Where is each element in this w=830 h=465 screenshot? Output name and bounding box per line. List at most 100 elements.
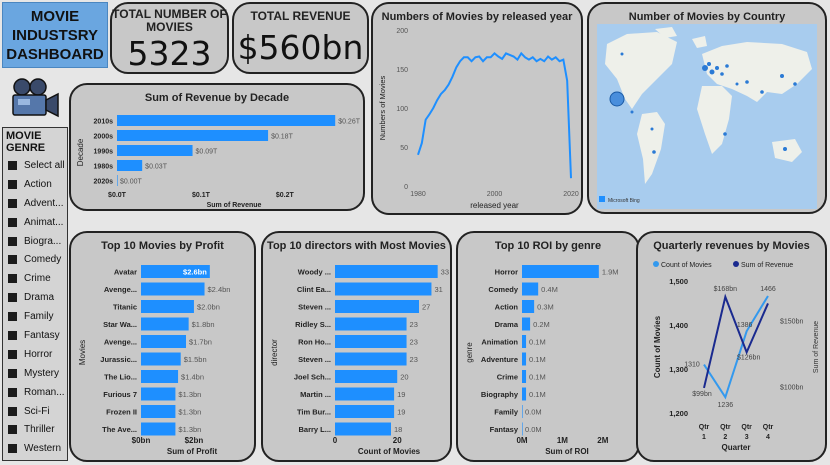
bar[interactable]: [117, 115, 336, 126]
bar[interactable]: [522, 405, 523, 418]
genre-option[interactable]: Biogra...: [3, 232, 67, 251]
map-bubble[interactable]: [720, 72, 724, 76]
genre-option[interactable]: Drama: [3, 288, 67, 307]
bar[interactable]: [522, 265, 599, 278]
series-line[interactable]: [417, 51, 572, 179]
map-bubble[interactable]: [707, 62, 711, 66]
genre-option[interactable]: Roman...: [3, 383, 67, 402]
data-label: $0.18T: [271, 134, 294, 141]
map-bubble[interactable]: [630, 110, 634, 114]
checkbox-icon[interactable]: [8, 387, 17, 397]
bar[interactable]: [335, 352, 407, 366]
bar[interactable]: [141, 335, 186, 348]
bar[interactable]: [141, 387, 176, 401]
bar[interactable]: [522, 352, 527, 366]
category-label: Steven ...: [298, 303, 331, 312]
map-bubble[interactable]: [735, 82, 739, 86]
bar[interactable]: [141, 300, 194, 313]
map-bubble[interactable]: [715, 66, 719, 70]
map-bubble[interactable]: [709, 69, 715, 75]
bar[interactable]: [522, 387, 527, 401]
checkbox-icon[interactable]: [8, 330, 17, 340]
series-line-revenue[interactable]: [703, 293, 769, 389]
checkbox-icon[interactable]: [8, 274, 17, 284]
map-bubble[interactable]: [723, 132, 727, 136]
genre-option[interactable]: Thriller: [3, 420, 67, 439]
bar[interactable]: [522, 282, 539, 296]
checkbox-icon[interactable]: [8, 406, 17, 416]
y2-tick-label: $100bn: [780, 385, 803, 392]
genre-option[interactable]: Mystery: [3, 364, 67, 383]
data-label: 1.9M: [602, 268, 619, 277]
checkbox-icon[interactable]: [8, 312, 17, 322]
genre-option[interactable]: Comedy: [3, 250, 67, 269]
genre-option[interactable]: Fantasy: [3, 326, 67, 345]
genre-option-label: Action: [24, 178, 52, 190]
checkbox-icon[interactable]: [8, 368, 17, 378]
series-line-count[interactable]: [703, 295, 769, 400]
checkbox-icon[interactable]: [8, 255, 17, 265]
world-map[interactable]: Microsoft Bing: [597, 24, 817, 209]
genre-option[interactable]: Animat...: [3, 213, 67, 232]
map-bubble[interactable]: [793, 82, 797, 86]
bar[interactable]: [141, 370, 179, 383]
checkbox-icon[interactable]: [8, 425, 17, 435]
bar[interactable]: [335, 317, 407, 331]
genre-option[interactable]: Action: [3, 175, 67, 194]
checkbox-icon[interactable]: [8, 179, 17, 189]
bar[interactable]: [522, 422, 523, 436]
genre-option[interactable]: Horror: [3, 345, 67, 364]
map-bubble-usa[interactable]: [609, 91, 625, 107]
bar[interactable]: [335, 405, 395, 418]
bar[interactable]: [141, 352, 181, 366]
map-bubble[interactable]: [650, 127, 654, 131]
genre-option[interactable]: Family: [3, 307, 67, 326]
bar[interactable]: [335, 265, 438, 278]
map-bubble[interactable]: [783, 147, 787, 151]
bar[interactable]: [335, 335, 407, 348]
bar[interactable]: [141, 422, 176, 436]
map-bubble[interactable]: [780, 74, 784, 78]
bar[interactable]: [335, 387, 395, 401]
bar[interactable]: [117, 130, 269, 141]
map-bubble[interactable]: [652, 150, 656, 154]
bar[interactable]: [522, 335, 527, 348]
checkbox-icon[interactable]: [8, 236, 17, 246]
bar[interactable]: [117, 175, 118, 186]
bar[interactable]: [522, 317, 531, 331]
map-bubble[interactable]: [745, 80, 749, 84]
bar[interactable]: [522, 370, 527, 383]
map-bubble[interactable]: [760, 90, 764, 94]
checkbox-icon[interactable]: [8, 349, 17, 359]
bar[interactable]: [335, 422, 391, 436]
bar[interactable]: [117, 160, 143, 171]
category-label: Avenge...: [104, 338, 137, 347]
genre-option[interactable]: Western: [3, 439, 67, 458]
y-tick-label: 200: [396, 28, 408, 35]
bar[interactable]: [335, 282, 432, 296]
bar[interactable]: [141, 317, 189, 331]
bar[interactable]: [141, 282, 205, 296]
y-axis-title: Decade: [76, 138, 85, 166]
genre-option[interactable]: Advent...: [3, 194, 67, 213]
checkbox-icon[interactable]: [8, 444, 17, 454]
genre-option[interactable]: Crime: [3, 269, 67, 288]
roi-by-genre-chart: genre Horror 1.9M Comedy 0.4M Action 0.3M Drama…: [465, 265, 619, 456]
bar[interactable]: [335, 370, 398, 383]
bar[interactable]: [117, 145, 193, 156]
data-label: $2.0bn: [197, 303, 220, 312]
map-bubble[interactable]: [725, 64, 729, 68]
checkbox-icon[interactable]: [8, 293, 17, 303]
map-bubble[interactable]: [702, 65, 708, 71]
bar[interactable]: [141, 265, 210, 278]
data-label: $0.00T: [120, 179, 143, 186]
checkbox-icon[interactable]: [8, 198, 17, 208]
map-bubble[interactable]: [620, 52, 624, 56]
checkbox-icon[interactable]: [8, 217, 17, 227]
bar[interactable]: [335, 300, 419, 313]
bar[interactable]: [141, 405, 176, 418]
bar[interactable]: [522, 300, 535, 313]
checkbox-icon[interactable]: [8, 160, 17, 170]
genre-option[interactable]: Select all: [3, 156, 67, 175]
genre-option[interactable]: Sci-Fi: [3, 402, 67, 421]
